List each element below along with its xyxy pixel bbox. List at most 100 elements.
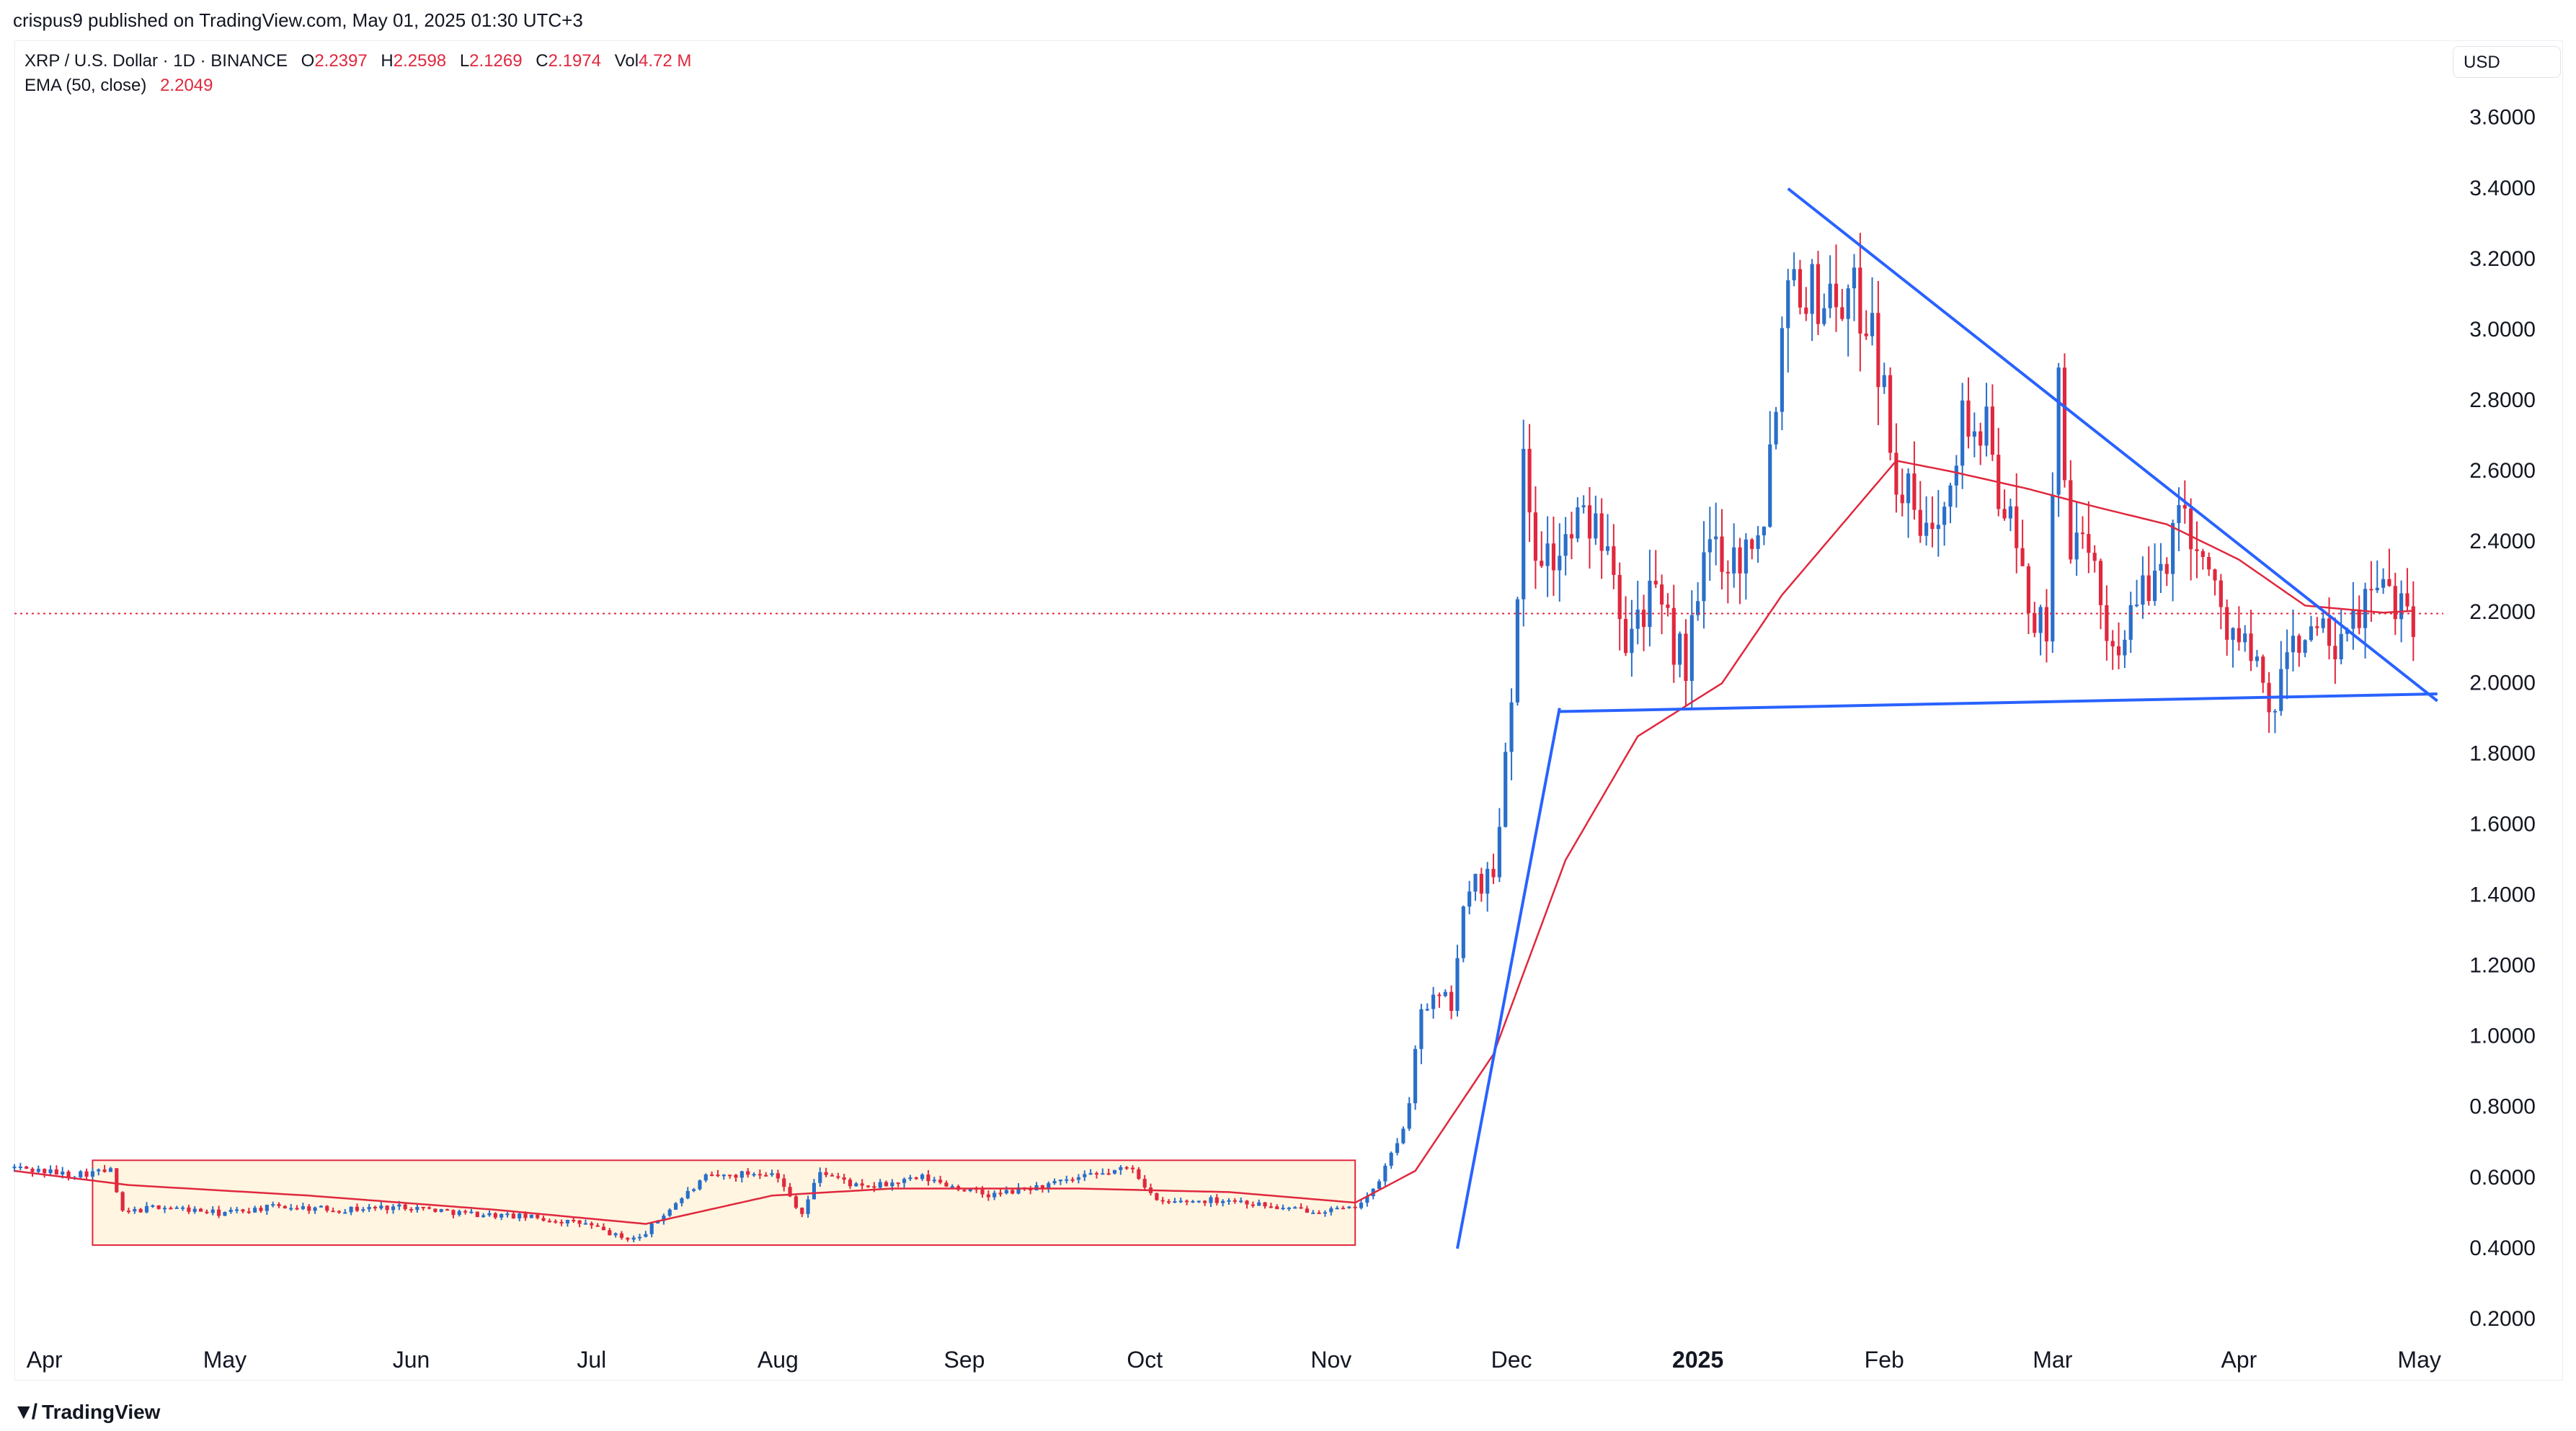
chart-frame: [14, 40, 2563, 1381]
candle-body: [1449, 991, 1454, 1012]
candle-body: [1491, 868, 1496, 878]
candle-body: [1509, 702, 1514, 752]
trendline: [1787, 187, 2438, 703]
candle-body: [1504, 752, 1508, 827]
candle-body: [2044, 607, 2049, 642]
chart-legend: XRP / U.S. Dollar · 1D · BINANCE O2.2397…: [25, 49, 691, 98]
candle-body: [1587, 505, 1592, 539]
candle-body: [2213, 569, 2217, 581]
candle-body: [151, 1205, 155, 1207]
candle-body: [2309, 626, 2314, 641]
candle-body: [908, 1177, 912, 1180]
x-tick-label: May: [2397, 1347, 2440, 1373]
close-label: C: [536, 51, 548, 71]
candle-body: [1792, 269, 1796, 281]
candle-body: [1047, 1183, 1051, 1189]
candle-body: [1702, 552, 1706, 602]
candle-body: [2405, 593, 2410, 607]
ema-label[interactable]: EMA (50, close): [25, 76, 147, 95]
candle-body: [1798, 269, 1803, 308]
candle-body: [1936, 525, 1940, 530]
candle-body: [421, 1207, 425, 1209]
candle-body: [319, 1205, 324, 1208]
candle-body: [499, 1213, 504, 1218]
candle-body: [397, 1204, 401, 1207]
candle-body: [1882, 375, 1886, 388]
candle-body: [1870, 313, 1875, 336]
candle-body: [217, 1209, 221, 1216]
candle-body: [2339, 633, 2343, 660]
candle-body: [613, 1233, 618, 1236]
candle-body: [601, 1226, 606, 1231]
candle-body: [1678, 633, 1682, 665]
candle-body: [914, 1177, 918, 1180]
candle-body: [1707, 539, 1712, 553]
candle-body: [1275, 1206, 1279, 1210]
x-tick-label: Jun: [393, 1347, 430, 1373]
candle-body: [2098, 561, 2103, 605]
y-tick-label: 0.8000: [2469, 1095, 2536, 1119]
candle-body: [1119, 1167, 1123, 1170]
x-tick-label: Feb: [1865, 1347, 1904, 1373]
candle-body: [2026, 566, 2031, 614]
candle-body: [2255, 656, 2259, 661]
candle-body: [1395, 1143, 1400, 1153]
candle-body: [926, 1174, 931, 1182]
candle-body: [2062, 367, 2067, 481]
candle-body: [818, 1172, 822, 1183]
footer-brand[interactable]: ▼/ TradingView: [13, 1398, 160, 1427]
candle-body: [25, 1167, 29, 1169]
candle-body: [2237, 628, 2241, 643]
candle-body: [2219, 580, 2223, 607]
candle-body: [126, 1211, 131, 1213]
x-tick-label: Mar: [2033, 1347, 2072, 1373]
candle-body: [228, 1210, 233, 1213]
candle-body: [2291, 636, 2296, 653]
candle-body: [1011, 1190, 1015, 1194]
candle-body: [133, 1208, 137, 1212]
candle-body: [174, 1207, 179, 1209]
candle-body: [61, 1172, 65, 1175]
y-tick-label: 0.4000: [2469, 1236, 2536, 1260]
candle-body: [986, 1194, 990, 1198]
candle-body: [391, 1206, 396, 1211]
candle-body: [199, 1208, 203, 1212]
candle-body: [1828, 283, 1832, 308]
candle-body: [1124, 1167, 1129, 1169]
y-tick-label: 1.6000: [2469, 812, 2536, 836]
open-label: O: [301, 51, 315, 71]
candle-body: [1407, 1103, 1411, 1129]
symbol-label[interactable]: XRP / U.S. Dollar · 1D · BINANCE: [25, 51, 288, 71]
candle-body: [1726, 571, 1730, 574]
candle-body: [1768, 444, 1772, 527]
candle-body: [878, 1182, 882, 1188]
consolidation-box: [92, 1159, 1356, 1246]
low-value: 2.1269: [469, 51, 523, 71]
candle-body: [1822, 308, 1826, 324]
candle-body: [1924, 522, 1929, 536]
candle-body: [1245, 1200, 1249, 1205]
candle-body: [1732, 547, 1736, 574]
candle-body: [962, 1190, 967, 1192]
candle-body: [223, 1212, 227, 1216]
candle-body: [1635, 610, 1640, 629]
x-tick-label: Apr: [27, 1347, 63, 1373]
candle-body: [536, 1214, 540, 1218]
candle-body: [1930, 522, 1935, 530]
candle-body: [752, 1174, 756, 1176]
candle-body: [2177, 505, 2181, 523]
candle-body: [1101, 1173, 1105, 1175]
candle-body: [156, 1205, 161, 1209]
candle-body: [1040, 1185, 1044, 1189]
candle-body: [361, 1209, 365, 1211]
currency-selector[interactable]: USD: [2453, 46, 2561, 78]
candle-body: [1058, 1180, 1063, 1182]
candle-body: [1623, 619, 1628, 654]
candle-body: [860, 1183, 864, 1186]
candle-body: [1251, 1204, 1255, 1206]
candle-body: [1413, 1048, 1418, 1104]
candle-body: [2315, 626, 2319, 628]
candle-body: [649, 1223, 654, 1234]
candle-body: [992, 1192, 997, 1198]
